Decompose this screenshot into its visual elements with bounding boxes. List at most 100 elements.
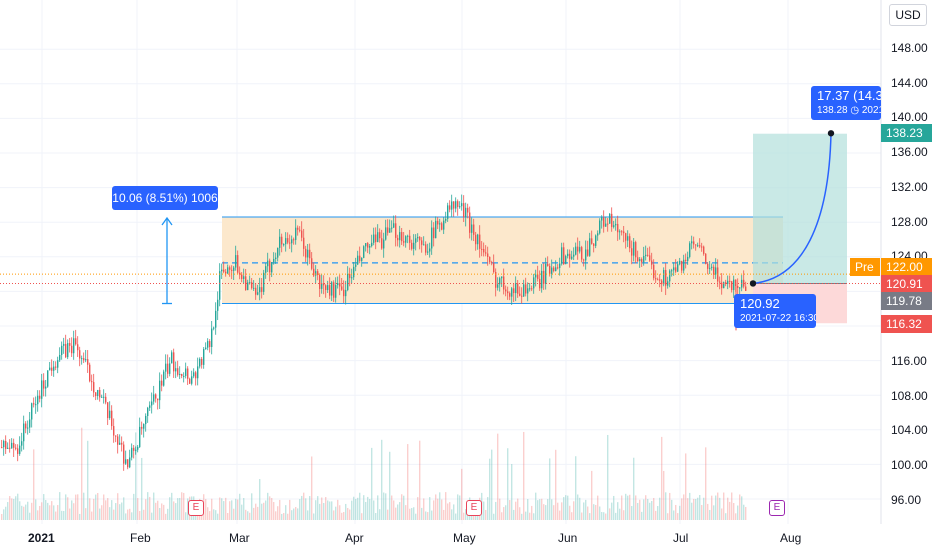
candle-body (683, 259, 685, 271)
candle-body (25, 423, 27, 429)
time-scale[interactable]: 2021 Feb Mar Apr May Jun Jul Aug (0, 524, 932, 550)
volume-bar (47, 502, 49, 520)
candle-body (357, 255, 359, 265)
volume-bar (699, 494, 701, 520)
candle-body (17, 448, 19, 454)
price-scale[interactable]: 148.00 144.00 140.00 136.00 132.00 128.0… (881, 0, 932, 524)
volume-bar (599, 506, 601, 520)
volume-bar (497, 433, 499, 520)
volume-bar (327, 500, 329, 520)
candle-body (251, 282, 253, 289)
volume-bar (303, 492, 305, 520)
last-price-tag: 120.91 (881, 275, 932, 293)
candle-body (13, 442, 15, 448)
candle-body (595, 235, 597, 246)
earnings-marker-upcoming[interactable]: E (769, 500, 785, 516)
candle-body (625, 233, 627, 241)
volume-bar (653, 497, 655, 520)
volume-bar (133, 493, 135, 520)
volume-bar (585, 499, 587, 520)
volume-bar (643, 499, 645, 520)
candle-body (731, 281, 733, 291)
time-tick: Mar (229, 531, 250, 545)
candle-body (81, 358, 83, 360)
candle-body (719, 281, 721, 283)
price-tick: 144.00 (891, 76, 928, 90)
earnings-marker[interactable]: E (188, 500, 204, 516)
volume-bar (373, 500, 375, 520)
volume-bar (613, 495, 615, 520)
volume-bar (335, 506, 337, 520)
candle-body (65, 343, 67, 358)
candle-body (55, 366, 57, 368)
volume-bar (721, 508, 723, 520)
candle-body (551, 267, 553, 274)
candle-body (75, 338, 77, 345)
volume-bar (465, 509, 467, 520)
volume-bar (235, 498, 237, 520)
volume-bar (555, 449, 557, 520)
volume-bar (645, 495, 647, 520)
currency-button[interactable]: USD (889, 4, 927, 26)
volume-bar (417, 497, 419, 520)
volume-bar (159, 508, 161, 520)
candle-body (169, 363, 171, 374)
cursor-time: 2021-07-22 16:30 (740, 313, 816, 324)
price-tick: 148.00 (891, 41, 928, 55)
candle-body (369, 245, 371, 248)
volume-bar (67, 497, 69, 520)
volume-bar (285, 505, 287, 520)
volume-bar (455, 513, 457, 520)
candle-body (407, 235, 409, 237)
candle-body (479, 234, 481, 249)
candle-body (487, 253, 489, 257)
candle-body (87, 359, 89, 365)
candle-body (99, 389, 101, 398)
volume-bar (377, 495, 379, 520)
candle-body (349, 273, 351, 279)
volume-bar (501, 512, 503, 520)
time-tick: Jul (673, 531, 689, 545)
volume-bar (549, 458, 551, 520)
volume-bar (225, 497, 227, 520)
volume-bar (431, 510, 433, 520)
volume-bar (95, 494, 97, 520)
candle-body (337, 283, 339, 286)
volume-bar (733, 503, 735, 520)
candle-body (105, 396, 107, 403)
candle-body (95, 392, 97, 396)
volume-bar (97, 493, 99, 520)
candle-body (629, 236, 631, 249)
candle-body (237, 255, 239, 273)
candle-body (259, 287, 261, 293)
candle-body (395, 223, 397, 238)
volume-bar (93, 498, 95, 520)
volume-bar (45, 500, 47, 520)
candle-body (449, 205, 451, 210)
projection-label[interactable]: 17.37 (14.3 138.28 ◷ 2021 (811, 86, 881, 120)
candle-body (511, 288, 513, 297)
volume-bar (125, 513, 127, 520)
earnings-marker[interactable]: E (466, 500, 482, 516)
candle-body (309, 249, 311, 259)
candle-body (257, 292, 259, 295)
volume-bar (701, 505, 703, 520)
candle-body (667, 281, 669, 286)
candle-body (175, 368, 177, 372)
long-position-target-zone (753, 133, 847, 284)
volume-bar (573, 501, 575, 520)
range-measure-label[interactable]: 10.06 (8.51%) 1006 (112, 186, 218, 210)
candle-body (185, 368, 187, 376)
candle-body (451, 201, 453, 210)
volume-bar (735, 513, 737, 520)
candle-body (571, 256, 573, 259)
candle-body (269, 260, 271, 273)
candle-body (153, 394, 155, 402)
volume-bar (553, 505, 555, 520)
volume-bar (355, 498, 357, 520)
volume-bar (687, 498, 689, 520)
candle-body (267, 260, 269, 267)
volume-bar (723, 492, 725, 520)
